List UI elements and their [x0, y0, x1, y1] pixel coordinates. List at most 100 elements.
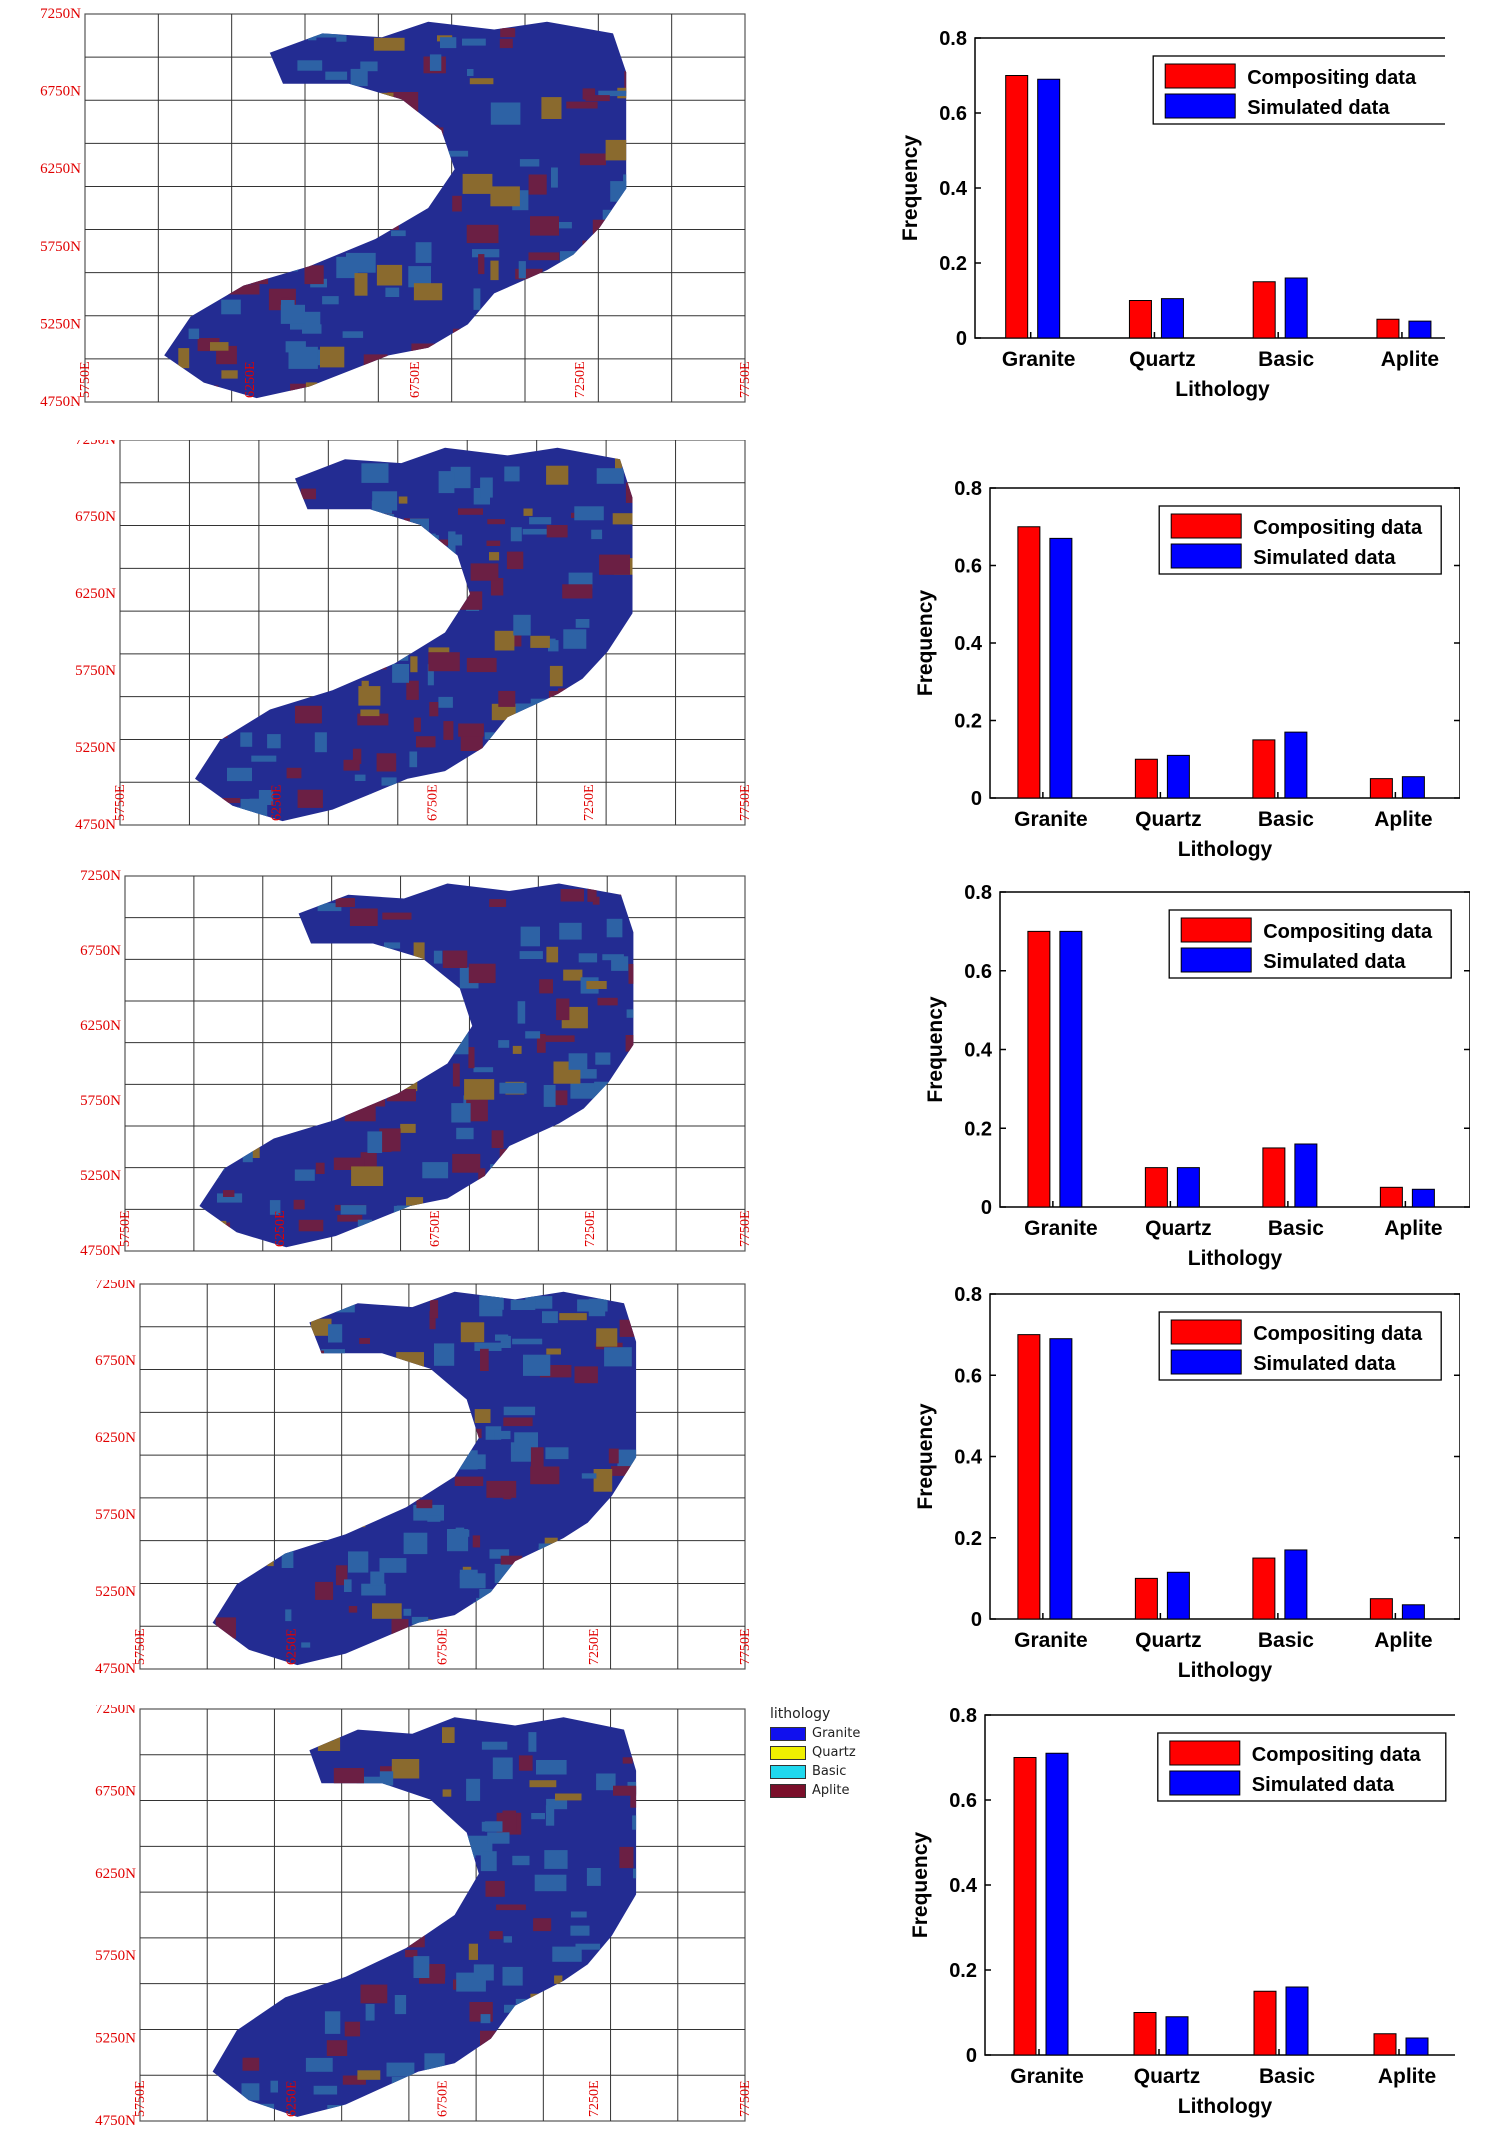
x-tick-label: Aplite: [1374, 1629, 1432, 1652]
bar-simulated-data-granite: [1059, 930, 1083, 1208]
lithology-cell: [513, 614, 531, 636]
easting-label: 7250E: [587, 2080, 602, 2117]
lithology-cell: [360, 61, 378, 72]
lithology-cell: [480, 1851, 497, 1872]
frequency-chart-4: 0 0.2 0.4 0.6 0.8 Granite Quartz Basic Aplite Lit…: [914, 1284, 1460, 1682]
lithology-cell: [462, 38, 486, 46]
lithology-cell: [251, 755, 277, 762]
lithology-cell: [608, 1448, 619, 1464]
lithology-cell: [315, 1581, 334, 1600]
northing-label: 5250N: [40, 316, 81, 332]
bar-simulated-data-aplite: [1401, 1604, 1425, 1620]
lithology-cell: [473, 1964, 494, 1981]
lithology-cell: [451, 1103, 471, 1123]
lithology-cell: [517, 1001, 526, 1024]
lithology-cell: [458, 723, 484, 737]
lithology-cell: [599, 554, 630, 575]
lithology-cell: [546, 525, 568, 538]
lithology-cell: [333, 1768, 364, 1787]
lithology-cell: [551, 167, 558, 188]
lithology-cell: [241, 2083, 260, 2101]
lithology-cell: [452, 1063, 460, 1087]
lithology-cell: [574, 506, 604, 521]
lithology-legend: lithology Granite Quartz Basic Aplite: [770, 1706, 870, 1800]
y-axis-label: Frequency: [899, 135, 922, 242]
lithology-cell: [433, 950, 443, 964]
lithology-cell: [357, 1219, 373, 1229]
lithology-cell: [310, 1318, 332, 1336]
lithology-cell: [545, 1447, 569, 1460]
lithology-cell: [581, 1473, 597, 1479]
lithology-cell: [356, 1776, 380, 1786]
lithology-cell: [548, 640, 559, 652]
lithology-cell: [528, 252, 560, 261]
northing-label: 6750N: [95, 1353, 136, 1369]
y-tick-label: 0.6: [949, 1790, 977, 1812]
lithology-cell: [570, 1069, 597, 1079]
bar-compositing-data-granite: [1027, 930, 1051, 1208]
x-axis-label: Lithology: [1178, 838, 1273, 861]
lithology-cell: [429, 1310, 436, 1330]
easting-label: 5750E: [78, 361, 93, 398]
lithology-cell: [360, 1984, 388, 2004]
lithology-cell: [288, 346, 318, 369]
granite-swatch: [770, 1726, 806, 1741]
lithology-cell: [392, 664, 409, 683]
lithology-cell: [606, 918, 623, 938]
easting-label: 7250E: [573, 361, 588, 398]
legend-label-aplite: Aplite: [812, 1783, 850, 1798]
lithology-cell: [485, 1880, 505, 1897]
lithology-cell: [429, 1300, 439, 1319]
x-tick-label: Aplite: [1378, 2065, 1436, 2088]
lithology-cell: [324, 2011, 341, 2034]
lithology-cell: [251, 1143, 260, 1158]
lithology-cell: [612, 513, 633, 525]
x-tick-label: Quartz: [1135, 808, 1202, 831]
lithology-cell: [512, 1855, 530, 1866]
easting-label: 7750E: [738, 784, 753, 821]
lithology-cell: [541, 97, 562, 119]
bar-simulated-data-aplite: [1401, 776, 1425, 799]
y-axis-label: Frequency: [909, 1832, 932, 1939]
northing-label: 7250N: [95, 1705, 136, 1717]
lithology-cell: [499, 38, 513, 49]
lithology-cell: [534, 1874, 567, 1892]
lithology-cell: [489, 899, 507, 907]
lithology-cell: [494, 630, 515, 651]
northing-label: 5750N: [40, 239, 81, 255]
lithology-cell: [270, 2080, 278, 2093]
lithology-cell: [452, 195, 462, 212]
y-tick-label: 0.8: [964, 882, 992, 904]
lithology-cell: [314, 732, 327, 753]
frequency-chart-5: 0 0.2 0.4 0.6 0.8 Granite Quartz Basic Aplite Lit…: [909, 1705, 1455, 2118]
lithology-cell: [480, 1348, 489, 1371]
bar-simulated-data-quartz: [1166, 1571, 1190, 1620]
bar-compositing-data-granite: [1005, 75, 1029, 339]
lithology-cell: [178, 348, 190, 369]
x-axis-label: Lithology: [1175, 378, 1270, 401]
lithology-cell: [302, 324, 322, 334]
lithology-cell: [440, 37, 457, 49]
lithology-cell: [510, 1299, 536, 1310]
easting-label: 7250E: [582, 784, 597, 821]
northing-label: 4750N: [75, 817, 116, 833]
lithology-cell: [596, 1773, 616, 1791]
legend-label: Compositing data: [1253, 517, 1423, 539]
lithology-cell: [492, 1757, 513, 1780]
bar-compositing-data-aplite: [1373, 2033, 1397, 2056]
panel-row-4: 7250N 6750N 6250N 5750N 5250N 4750N 5750E 6250E…: [0, 1280, 1498, 1710]
lithology-cell: [294, 1169, 315, 1181]
lithology-cell: [227, 767, 252, 782]
lithology-cell: [577, 1299, 608, 1312]
lithology-cell: [317, 903, 342, 912]
lithology-cell: [410, 656, 418, 673]
y-tick-label: 0: [966, 2045, 977, 2067]
easting-label: 6750E: [426, 784, 441, 821]
lithology-cell: [373, 37, 405, 51]
lithology-cell: [529, 517, 552, 525]
lithology-cell: [502, 1966, 523, 1986]
lithology-cell: [528, 174, 547, 195]
easting-label: 7250E: [587, 1628, 602, 1665]
lithology-cell: [305, 2057, 333, 2072]
